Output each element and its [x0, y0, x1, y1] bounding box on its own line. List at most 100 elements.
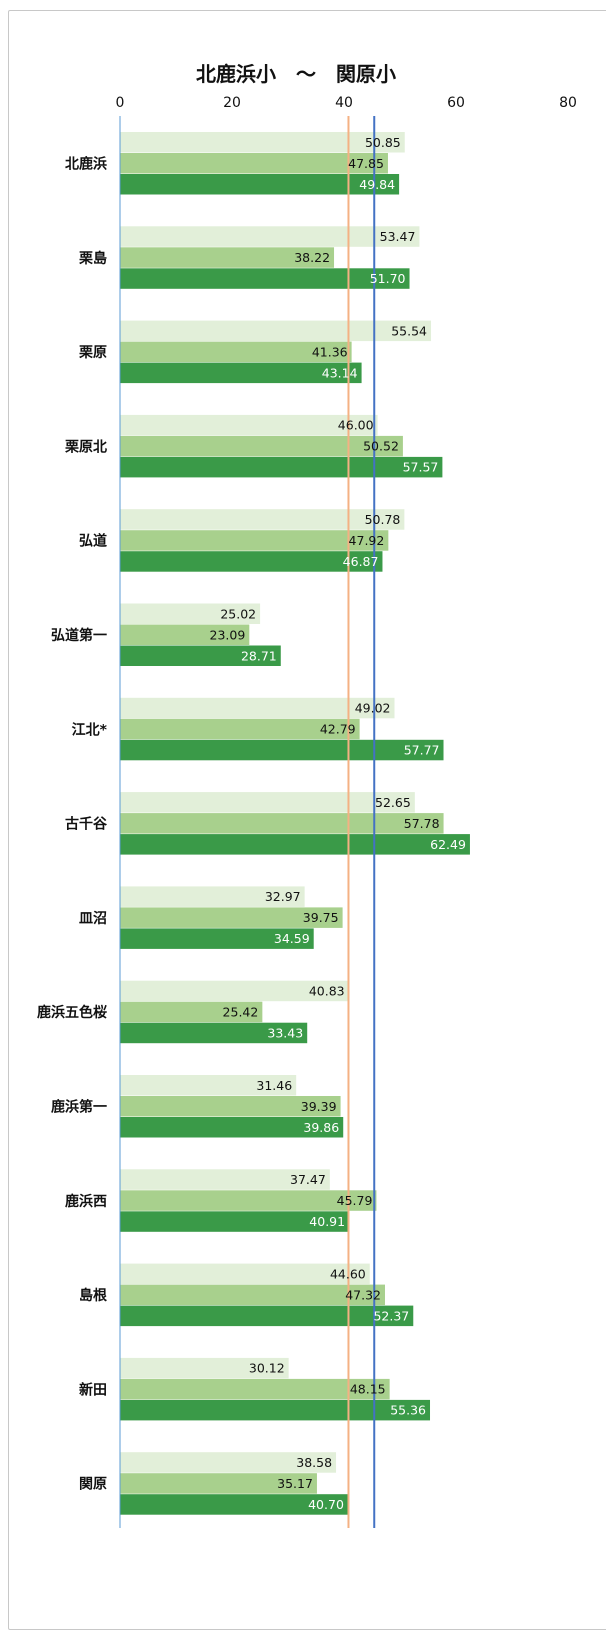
data-label: 55.36 [390, 1403, 426, 1418]
category-label: 関原 [79, 1477, 107, 1493]
category-label: 島根 [79, 1287, 108, 1304]
data-label: 47.85 [348, 156, 384, 171]
bar [120, 980, 349, 1002]
bar [120, 928, 314, 949]
bar [120, 435, 403, 457]
category-label: 栗原 [79, 345, 107, 361]
bar [120, 697, 395, 719]
bar [120, 414, 378, 436]
x-axis-ticks: 0 20 40 60 80 [116, 95, 577, 111]
data-label: 45.79 [337, 1193, 373, 1208]
bar [120, 247, 335, 268]
bar [120, 1357, 289, 1379]
bar [120, 456, 443, 478]
data-label: 39.39 [301, 1099, 337, 1114]
data-label: 48.15 [350, 1382, 386, 1397]
bar [120, 1075, 297, 1096]
bar [120, 153, 388, 174]
data-label: 51.70 [370, 271, 406, 286]
bar [120, 1190, 377, 1211]
bar [120, 1096, 341, 1117]
bar [120, 1399, 431, 1421]
data-label: 38.58 [296, 1455, 332, 1470]
x-tick-label: 0 [116, 95, 125, 111]
reference-lines [119, 116, 376, 1528]
category-label: 鹿浜西 [64, 1193, 107, 1210]
bar [120, 1001, 263, 1023]
data-label: 57.78 [404, 816, 440, 831]
category-label: 古千谷 [65, 816, 108, 833]
data-label: 25.42 [223, 1004, 259, 1019]
bar [120, 718, 360, 740]
data-label: 50.85 [365, 135, 401, 150]
data-label: 50.78 [365, 512, 401, 527]
category-label: 栗原北 [65, 439, 107, 455]
data-label: 53.47 [380, 229, 416, 244]
data-label: 52.37 [373, 1308, 409, 1323]
data-label: 47.32 [345, 1287, 381, 1302]
data-label: 50.52 [363, 439, 399, 454]
bar [120, 1473, 317, 1494]
data-label: 41.36 [312, 344, 348, 359]
x-tick-label: 80 [559, 95, 577, 111]
data-label: 62.49 [430, 837, 466, 852]
data-label: 40.91 [309, 1214, 345, 1229]
data-label: 23.09 [210, 627, 246, 642]
bar [120, 603, 261, 624]
chart-title: 北鹿浜小 ～ 関原小 [196, 62, 396, 86]
bar [120, 551, 383, 572]
data-label: 33.43 [267, 1025, 303, 1040]
bar [120, 1284, 385, 1306]
data-label: 57.77 [404, 743, 440, 758]
bar [120, 813, 444, 834]
bar [120, 1305, 414, 1327]
data-label: 42.79 [320, 722, 356, 737]
data-label: 43.14 [322, 365, 358, 380]
bar [120, 1022, 308, 1044]
data-label: 46.00 [338, 418, 374, 433]
bar [120, 132, 405, 153]
bar [120, 1211, 350, 1232]
data-label: 55.54 [391, 323, 427, 338]
data-label: 31.46 [256, 1078, 292, 1093]
data-label: 46.87 [343, 554, 379, 569]
x-tick-label: 60 [447, 95, 465, 111]
bar [120, 1378, 390, 1400]
bar [120, 341, 352, 363]
category-label: 弘道第一 [51, 627, 107, 644]
data-label: 49.84 [359, 177, 395, 192]
data-label: 39.86 [303, 1120, 339, 1135]
category-label: 弘道 [79, 533, 107, 550]
category-label: 栗島 [79, 250, 107, 267]
data-label: 25.02 [220, 606, 256, 621]
data-labels: 50.85 47.85 49.84 53.47 38.22 51.70 55.54 41.36… [210, 135, 466, 1512]
data-label: 34.59 [274, 931, 310, 946]
data-label: 30.12 [249, 1361, 285, 1376]
bar [120, 1452, 337, 1473]
data-label: 28.71 [241, 648, 277, 663]
data-label: 37.47 [290, 1172, 326, 1187]
category-label: 鹿浜五色桜 [36, 1004, 107, 1021]
bar [120, 1263, 370, 1285]
data-label: 39.75 [303, 910, 339, 925]
x-tick-label: 40 [335, 95, 353, 111]
bar [120, 320, 432, 342]
bar [120, 907, 343, 928]
data-label: 40.83 [309, 983, 345, 998]
bar [120, 509, 405, 530]
bar-chart: 北鹿浜小 ～ 関原小 0 20 40 60 80 北鹿浜栗島栗原栗原北弘道弘道第一江北*… [36, 62, 577, 1528]
category-label: 新田 [79, 1381, 107, 1398]
data-label: 49.02 [355, 701, 391, 716]
bar [120, 268, 410, 289]
bar [120, 1494, 348, 1515]
data-label: 35.17 [277, 1476, 313, 1491]
bar [120, 1117, 344, 1138]
bar [120, 886, 305, 907]
category-label: 皿沼 [79, 911, 107, 927]
data-label: 44.60 [330, 1266, 366, 1281]
data-label: 57.57 [403, 460, 439, 475]
category-label: 北鹿浜 [65, 156, 107, 173]
bar [120, 226, 420, 247]
bar [120, 362, 362, 384]
